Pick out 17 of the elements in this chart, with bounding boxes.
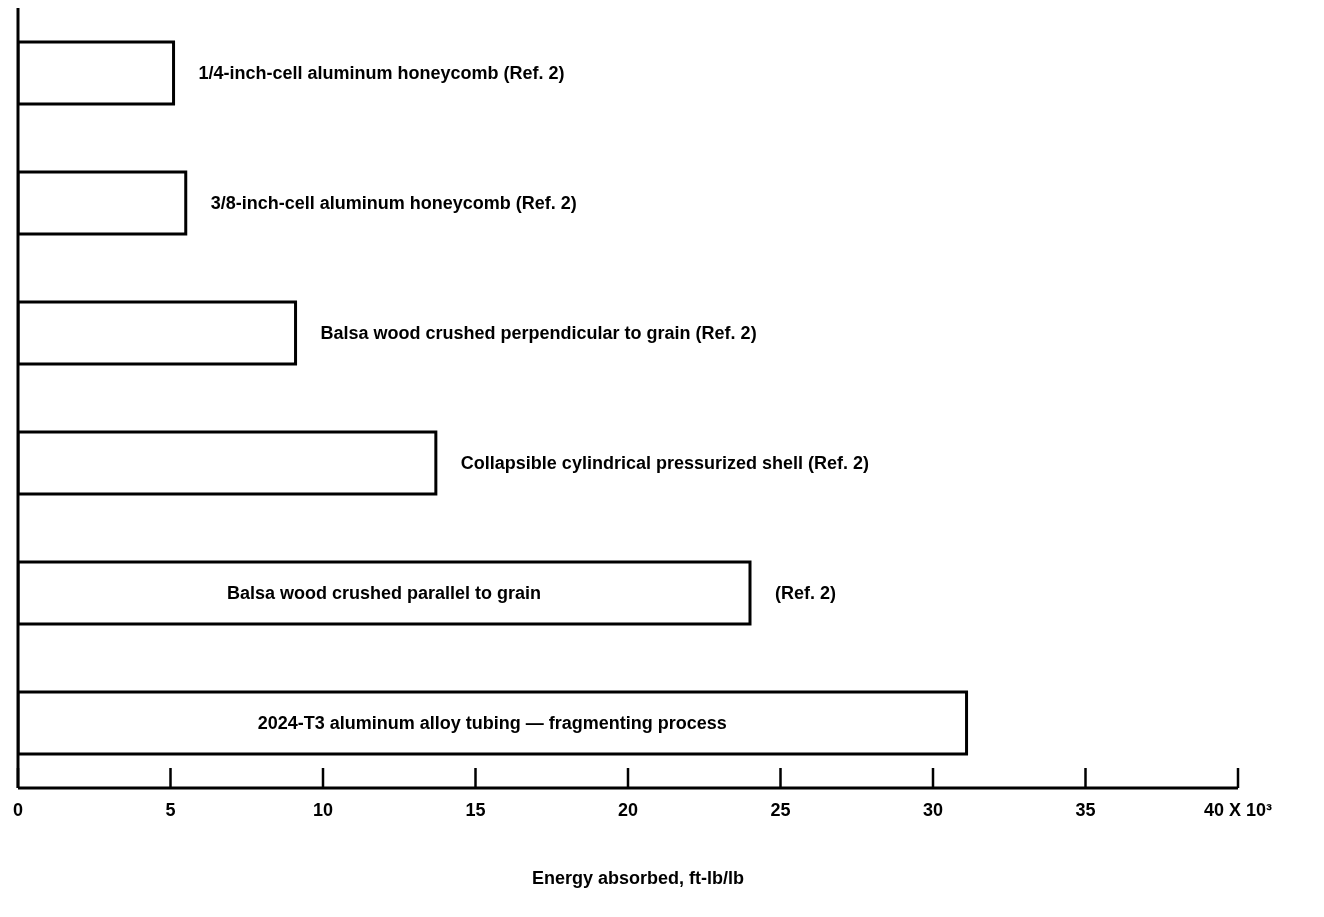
y-tick-label: 2024-T3 aluminum alloy tubing — fragmenting process <box>257 713 727 733</box>
y-tick-label: Collapsible cylindrical pressurized shell (Ref. 2) <box>460 453 869 473</box>
x-tick-label: 30 <box>922 800 944 820</box>
x-tick-label: 5 <box>165 800 176 820</box>
x-tick-label: 40 X 10³ <box>1203 800 1273 820</box>
x-tick-label: 35 <box>1075 800 1096 820</box>
x-tick-label: 15 <box>465 800 486 820</box>
y-tick-label: 3/8-inch-cell aluminum honeycomb (Ref. 2) <box>210 193 577 213</box>
x-tick-label: 10 <box>312 800 334 820</box>
y-tick-label: Balsa wood crushed parallel to grain <box>226 583 542 603</box>
y-tick-label: Balsa wood crushed perpendicular to grain (Ref. 2) <box>320 323 757 343</box>
x-axis-title: Energy absorbed, ft-lb/lb <box>531 868 745 889</box>
x-tick-label: 25 <box>770 800 791 820</box>
annotation: (Ref. 2) <box>775 583 837 603</box>
y-tick-label: 1/4-inch-cell aluminum honeycomb (Ref. 2) <box>198 63 565 83</box>
x-tick-label: 20 <box>617 800 639 820</box>
x-tick-label: 0 <box>12 800 24 820</box>
